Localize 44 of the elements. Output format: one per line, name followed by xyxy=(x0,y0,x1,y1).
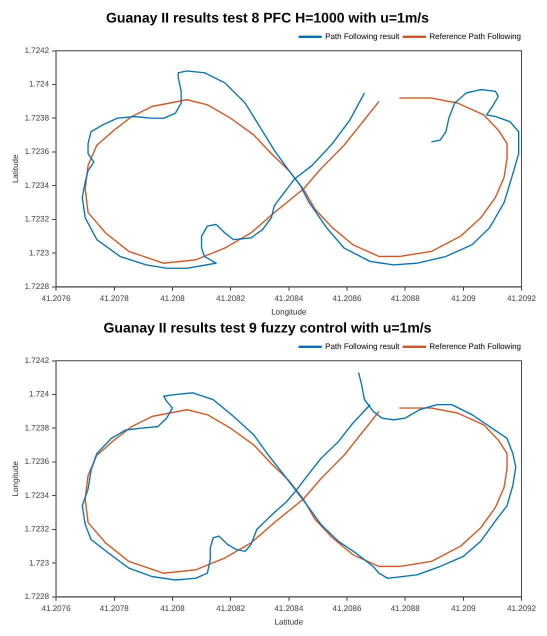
x-tick-label: 41.2084 xyxy=(274,294,304,303)
x-tick-label: 41.209 xyxy=(451,604,476,613)
legend-label: Reference Path Following xyxy=(429,342,522,352)
x-tick-label: 41.208 xyxy=(160,604,186,613)
y-tick-label: 1.723 xyxy=(29,248,50,258)
x-tick-label: 41.2092 xyxy=(507,604,537,613)
y-axis-title: Latitude xyxy=(11,154,20,184)
x-axis-title: Latitude xyxy=(274,617,304,626)
x-tick-label: 41.2076 xyxy=(42,294,72,303)
y-tick-label: 1.7228 xyxy=(24,592,50,602)
y-tick-label: 1.724 xyxy=(29,390,50,399)
x-tick-label: 41.2078 xyxy=(100,294,130,303)
y-tick-label: 1.7242 xyxy=(24,46,50,56)
y-tick-label: 1.7242 xyxy=(24,356,50,366)
y-tick-label: 1.7234 xyxy=(24,180,50,190)
x-tick-label: 41.2078 xyxy=(100,604,130,613)
legend-label: Reference Path Following xyxy=(429,32,522,42)
x-tick-label: 41.2084 xyxy=(274,604,304,613)
legend-label: Path Following result xyxy=(325,342,400,352)
y-tick-label: 1.7228 xyxy=(24,282,50,292)
legend-label: Path Following result xyxy=(325,32,400,42)
x-axis-title: Longitude xyxy=(271,307,307,316)
y-tick-label: 1.7238 xyxy=(24,423,50,432)
y-tick-label: 1.7236 xyxy=(24,457,50,466)
y-tick-label: 1.7238 xyxy=(24,113,50,122)
chart-title: Guanay II results test 8 PFC H=1000 with u=1m/s xyxy=(106,9,430,26)
y-tick-label: 1.724 xyxy=(29,80,50,89)
x-tick-label: 41.2086 xyxy=(332,294,362,303)
x-tick-label: 41.2086 xyxy=(332,604,362,613)
chart-title: Guanay II results test 9 fuzzy control with u=1m/s xyxy=(104,319,432,336)
y-axis-title: Longitude xyxy=(11,460,20,496)
x-tick-label: 41.208 xyxy=(160,294,186,303)
x-tick-label: 41.2088 xyxy=(390,604,420,613)
x-tick-label: 41.2082 xyxy=(216,294,246,303)
x-tick-label: 41.2076 xyxy=(42,604,72,613)
x-tick-label: 41.2088 xyxy=(390,294,420,303)
y-tick-label: 1.7234 xyxy=(24,490,50,500)
x-tick-label: 41.2082 xyxy=(216,604,246,613)
y-tick-label: 1.7232 xyxy=(24,214,50,224)
y-tick-label: 1.7232 xyxy=(24,524,50,534)
y-tick-label: 1.7236 xyxy=(24,147,50,156)
x-tick-label: 41.2092 xyxy=(507,294,537,303)
y-tick-label: 1.723 xyxy=(29,558,50,568)
x-tick-label: 41.209 xyxy=(451,294,476,303)
